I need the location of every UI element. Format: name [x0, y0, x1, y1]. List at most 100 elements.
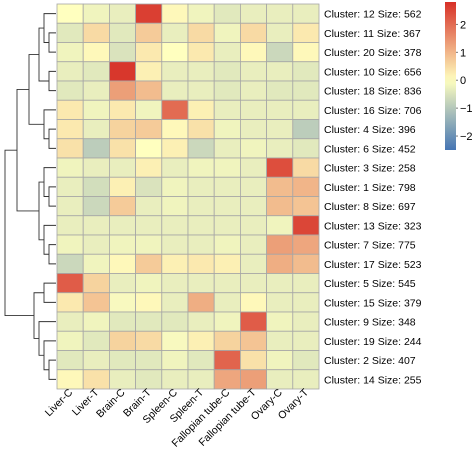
heatmap-cell: [239, 311, 267, 332]
dendrogram-branch: [28, 54, 44, 125]
heatmap-cell: [187, 119, 215, 140]
heatmap-cell: [135, 157, 163, 178]
heatmap-cell: [266, 22, 294, 43]
heatmap-cell: [239, 253, 267, 274]
heatmap-cell: [213, 61, 241, 82]
heatmap-cell: [187, 80, 215, 101]
heatmap-cell: [56, 330, 84, 351]
heatmap-cell: [82, 311, 110, 332]
dendrogram-branch: [43, 224, 56, 255]
heatmap-cell: [161, 157, 189, 178]
heatmap-cell: [266, 292, 294, 313]
heatmap-cell: [213, 42, 241, 63]
heatmap-cell: [292, 369, 320, 390]
row-label: Cluster: 4 Size: 396: [324, 124, 416, 136]
heatmap-cell: [161, 61, 189, 82]
heatmap-cell: [161, 253, 189, 274]
row-label: Cluster: 11 Size: 367: [324, 28, 421, 40]
dendrogram-branch: [4, 149, 34, 317]
column-label: Brain-C: [94, 386, 128, 420]
heatmap-cell: [135, 3, 163, 24]
heatmap-cell: [135, 176, 163, 197]
heatmap-cell: [239, 196, 267, 217]
dendrogram-branch: [16, 88, 39, 212]
heatmap-cell: [82, 99, 110, 120]
heatmap-cell: [56, 22, 84, 43]
row-label: Cluster: 1 Size: 798: [324, 182, 416, 194]
legend-color-bar: [445, 2, 456, 150]
heatmap-cell: [187, 196, 215, 217]
heatmap-cell: [135, 119, 163, 140]
heatmap-cell: [109, 234, 137, 255]
dendrogram-branch: [43, 167, 56, 197]
dendrogram-branch: [48, 186, 56, 207]
heatmap-cell: [161, 138, 189, 159]
heatmap-cell: [266, 61, 294, 82]
heatmap-cell: [161, 196, 189, 217]
heatmap-cell: [187, 311, 215, 332]
heatmap-cell: [109, 138, 137, 159]
heatmap-cell: [161, 42, 189, 63]
dendrogram-branch: [43, 109, 56, 140]
row-label: Cluster: 2 Size: 407: [324, 355, 416, 367]
heatmap-cell: [82, 330, 110, 351]
row-label: Cluster: 5 Size: 545: [324, 278, 416, 290]
heatmap-cell: [292, 157, 320, 178]
heatmap-cell: [213, 311, 241, 332]
heatmap-cell: [82, 292, 110, 313]
heatmap-cell: [161, 3, 189, 24]
heatmap-cell: [187, 138, 215, 159]
heatmap-cell: [109, 80, 137, 101]
heatmap-cell: [135, 61, 163, 82]
heatmap-cell: [187, 330, 215, 351]
dendrogram-branch: [43, 13, 56, 43]
heatmap-cell: [161, 22, 189, 43]
heatmap-cell: [161, 311, 189, 332]
dendrogram-branch: [43, 340, 56, 371]
heatmap-cell: [292, 42, 320, 63]
heatmap-cell: [56, 61, 84, 82]
row-label: Cluster: 17 Size: 523: [324, 259, 422, 271]
heatmap-cell: [187, 3, 215, 24]
heatmap-cell: [266, 330, 294, 351]
heatmap-cell: [161, 330, 189, 351]
heatmap-cell: [82, 22, 110, 43]
heatmap-cell: [135, 196, 163, 217]
heatmap-cell: [213, 196, 241, 217]
dendrogram-branch: [48, 32, 56, 53]
heatmap-cell: [82, 369, 110, 390]
heatmap-cell: [266, 369, 294, 390]
heatmap-cell: [239, 138, 267, 159]
heatmap-cell: [292, 253, 320, 274]
heatmap-cell: [239, 22, 267, 43]
heatmap-cell: [239, 292, 267, 313]
heatmap-cell: [56, 42, 84, 63]
heatmap-cell: [135, 99, 163, 120]
heatmap-cell: [135, 22, 163, 43]
heatmap-cell: [161, 234, 189, 255]
heatmap-cell: [213, 99, 241, 120]
column-labels: Liver-CLiver-TBrain-CBrain-TSpleen-CSple…: [43, 386, 312, 449]
heatmap-cell: [266, 176, 294, 197]
row-label: Cluster: 14 Size: 255: [324, 374, 422, 386]
heatmap-cell: [292, 350, 320, 371]
heatmap-cell: [239, 176, 267, 197]
heatmap-cell: [135, 234, 163, 255]
heatmap-cell: [56, 176, 84, 197]
dendrogram-branch: [48, 128, 56, 149]
heatmap-cell: [213, 80, 241, 101]
heatmap-cell: [266, 119, 294, 140]
dendrogram-branch: [48, 244, 56, 265]
heatmap-cell: [266, 99, 294, 120]
heatmap-cell: [187, 157, 215, 178]
heatmap-cell: [135, 253, 163, 274]
heatmap-cell: [56, 253, 84, 274]
heatmap-cell: [82, 119, 110, 140]
heatmap-cell: [109, 350, 137, 371]
heatmap-cell: [187, 215, 215, 236]
heatmap-cell: [135, 273, 163, 294]
heatmap-cell: [109, 215, 137, 236]
legend-tick-label: 0: [460, 75, 466, 87]
